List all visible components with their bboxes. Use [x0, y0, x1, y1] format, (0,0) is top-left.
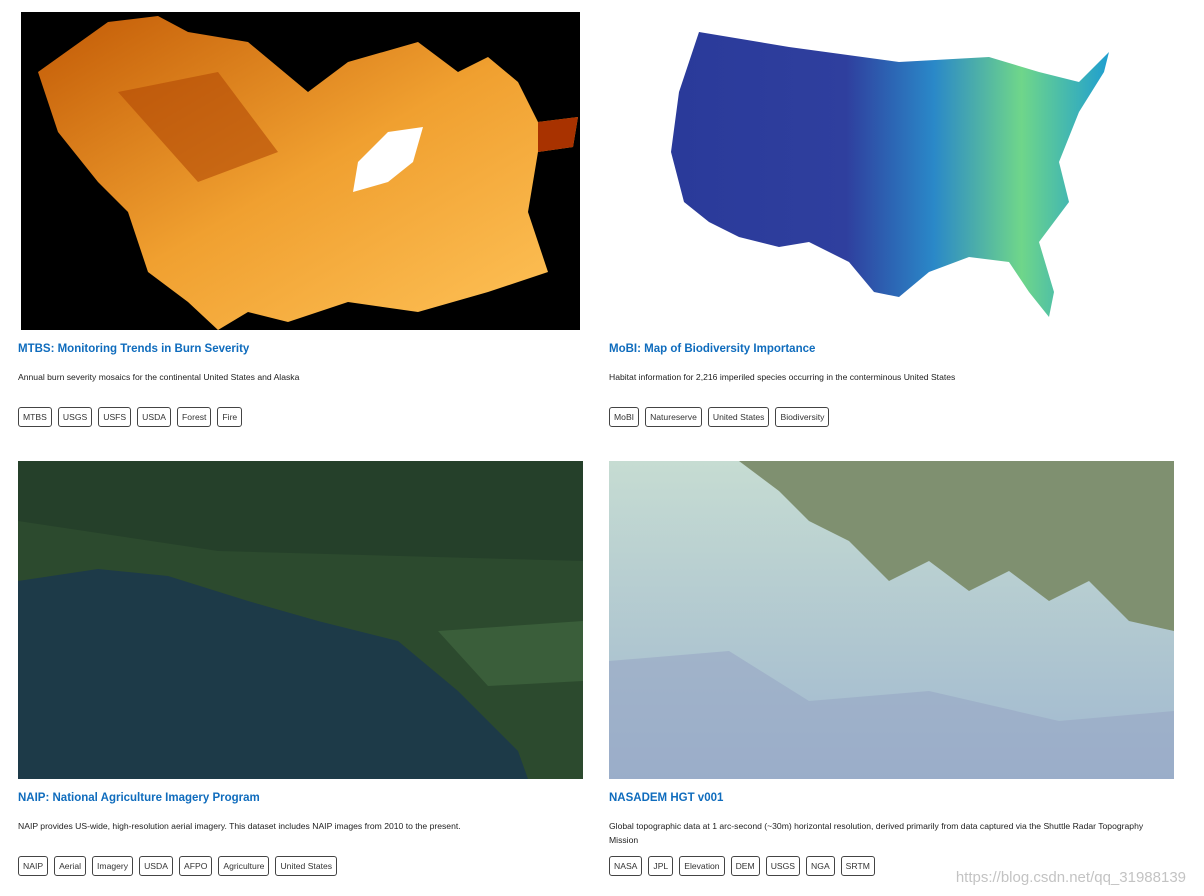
- tag[interactable]: MoBI: [609, 407, 640, 427]
- tag[interactable]: Imagery: [92, 856, 134, 876]
- tag[interactable]: USDA: [137, 407, 172, 427]
- tag[interactable]: Agriculture: [218, 856, 270, 876]
- dataset-title[interactable]: NASADEM HGT v001: [609, 792, 724, 804]
- dataset-description: Habitat information for 2,216 imperiled …: [609, 372, 956, 382]
- tag[interactable]: NGA: [806, 856, 835, 876]
- tag-list: MoBI Natureserve United States Biodiversity: [609, 407, 830, 427]
- dataset-title[interactable]: MoBI: Map of Biodiversity Importance: [609, 343, 816, 355]
- tag[interactable]: USGS: [765, 856, 801, 876]
- dataset-card: NASADEM HGT v001 Global topographic data…: [609, 461, 1174, 891]
- tag[interactable]: Natureserve: [645, 407, 702, 427]
- dataset-card: NAIP: National Agriculture Imagery Progr…: [18, 461, 583, 891]
- watermark: https://blog.csdn.net/qq_31988139: [955, 869, 1186, 886]
- dataset-title[interactable]: NAIP: National Agriculture Imagery Progr…: [18, 792, 260, 804]
- tag[interactable]: USFS: [98, 407, 132, 427]
- tag-list: NAIP Aerial Imagery USDA AFPO Agriculture Unit…: [18, 856, 338, 876]
- dataset-card: MoBI: Map of Biodiversity Importance Hab…: [609, 12, 1174, 442]
- tag[interactable]: Aerial: [54, 856, 87, 876]
- tag[interactable]: United States: [707, 407, 770, 427]
- tag-list: MTBS USGS USFS USDA Forest Fire: [18, 407, 243, 427]
- tag[interactable]: Elevation: [679, 856, 725, 876]
- tag[interactable]: NAIP: [18, 856, 49, 876]
- tag[interactable]: USGS: [57, 407, 93, 427]
- tag[interactable]: AFPO: [178, 856, 213, 876]
- dataset-image[interactable]: [609, 12, 1174, 330]
- dataset-image[interactable]: [18, 461, 583, 779]
- tag[interactable]: United States: [275, 856, 338, 876]
- dataset-image[interactable]: [609, 461, 1174, 779]
- dataset-description: NAIP provides US-wide, high-resolution a…: [18, 821, 461, 831]
- tag-list: NASA JPL Elevation DEM USGS NGA SRTM: [609, 856, 875, 876]
- dataset-card: MTBS: Monitoring Trends in Burn Severity…: [18, 12, 583, 442]
- tag[interactable]: DEM: [730, 856, 760, 876]
- tag[interactable]: MTBS: [18, 407, 52, 427]
- tag[interactable]: NASA: [609, 856, 643, 876]
- dataset-title[interactable]: MTBS: Monitoring Trends in Burn Severity: [18, 343, 250, 355]
- dataset-description: Global topographic data at 1 arc-second …: [609, 821, 1144, 845]
- tag[interactable]: USDA: [139, 856, 173, 876]
- tag[interactable]: Biodiversity: [775, 407, 830, 427]
- dataset-image[interactable]: [18, 12, 583, 330]
- tag[interactable]: SRTM: [840, 856, 875, 876]
- tag[interactable]: JPL: [648, 856, 674, 876]
- dataset-description: Annual burn severity mosaics for the con…: [18, 372, 300, 382]
- tag[interactable]: Forest: [177, 407, 212, 427]
- tag[interactable]: Fire: [217, 407, 243, 427]
